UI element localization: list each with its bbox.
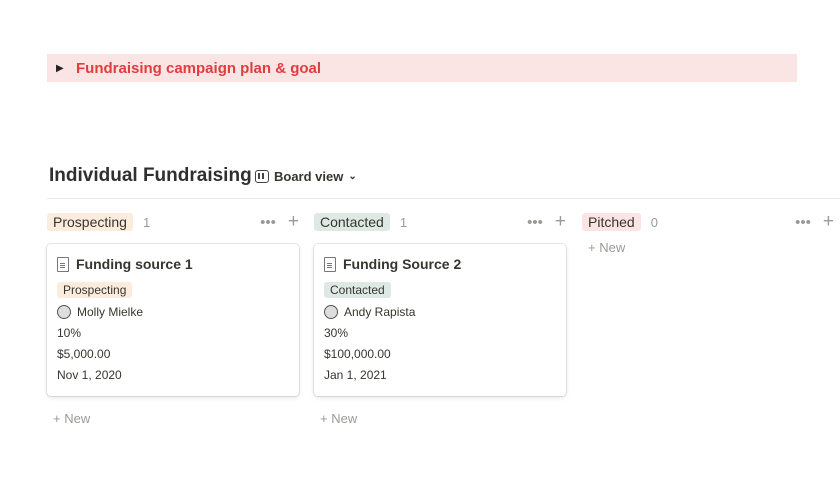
board-column: Contacted 1 ••• + Funding Source 2 Contac… xyxy=(314,211,566,426)
person-name: Andy Rapista xyxy=(344,305,416,319)
board-card[interactable]: Funding source 1 Prospecting Molly Mielk… xyxy=(47,244,299,396)
plus-icon[interactable]: + xyxy=(822,211,834,232)
plus-icon[interactable]: + xyxy=(287,211,299,232)
toggle-label: Fundraising campaign plan & goal xyxy=(76,59,322,77)
column-count: 1 xyxy=(142,214,151,230)
probability: 30% xyxy=(324,326,349,340)
view-selector[interactable]: Board view ⌄ xyxy=(255,169,357,184)
more-icon[interactable]: ••• xyxy=(527,213,543,231)
date: Jan 1, 2021 xyxy=(324,368,387,382)
page-icon xyxy=(57,256,69,272)
avatar xyxy=(57,305,71,319)
amount: $5,000.00 xyxy=(57,347,111,361)
new-card-button[interactable]: + New xyxy=(53,411,91,426)
board-column: Prospecting 1 ••• + Funding source 1 Pros… xyxy=(47,211,299,426)
column-count: 0 xyxy=(650,214,658,230)
database-title: Individual Fundraising xyxy=(49,165,252,186)
toggle-block[interactable]: ▶ Fundraising campaign plan & goal xyxy=(47,54,797,82)
view-label: Board view xyxy=(274,169,344,184)
avatar xyxy=(324,305,338,319)
plus-icon[interactable]: + xyxy=(554,211,566,232)
amount: $100,000.00 xyxy=(324,347,391,361)
more-icon[interactable]: ••• xyxy=(795,213,811,231)
person-name: Molly Mielke xyxy=(77,305,144,319)
card-title: Funding source 1 xyxy=(76,256,193,272)
board-card[interactable]: Funding Source 2 Contacted Andy Rapista … xyxy=(314,244,566,396)
chevron-down-icon: ⌄ xyxy=(348,171,357,182)
board-icon xyxy=(255,170,269,183)
column-header: Contacted 1 ••• + xyxy=(314,211,566,232)
column-tag[interactable]: Pitched xyxy=(582,213,641,231)
date: Nov 1, 2020 xyxy=(57,368,122,382)
column-tag[interactable]: Contacted xyxy=(314,213,390,231)
new-card-button[interactable]: + New xyxy=(320,411,358,426)
new-card-button[interactable]: + New xyxy=(588,240,626,255)
column-tag[interactable]: Prospecting xyxy=(47,213,133,231)
more-icon[interactable]: ••• xyxy=(260,213,276,231)
toggle-triangle-icon[interactable]: ▶ xyxy=(56,62,64,74)
divider xyxy=(47,198,840,199)
status-badge: Prospecting xyxy=(57,282,133,298)
column-header: Prospecting 1 ••• + xyxy=(47,211,299,232)
column-count: 1 xyxy=(399,214,408,230)
status-badge: Contacted xyxy=(324,282,391,298)
card-title: Funding Source 2 xyxy=(343,256,462,272)
page-icon xyxy=(324,256,336,272)
probability: 10% xyxy=(57,326,82,340)
board-column: Pitched 0 ••• + + New xyxy=(582,211,834,255)
column-header: Pitched 0 ••• + xyxy=(582,211,834,232)
